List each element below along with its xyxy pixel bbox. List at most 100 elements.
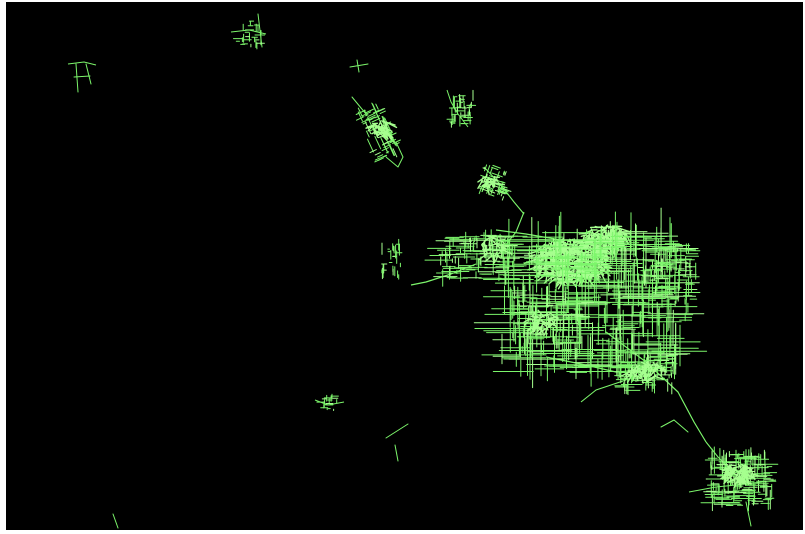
street-segment: [485, 165, 491, 176]
street-segment: [746, 474, 756, 479]
street-segment: [523, 321, 529, 326]
main-road: [385, 141, 404, 168]
street-segment: [500, 246, 506, 250]
street-segment: [382, 140, 390, 145]
city-core: [478, 236, 513, 265]
street-segment: [494, 251, 498, 257]
street-segment: [534, 314, 541, 318]
street-segment: [590, 232, 593, 238]
street-segment: [367, 138, 374, 153]
street-segment: [599, 268, 605, 276]
street-segment: [643, 375, 648, 382]
city-core: [619, 361, 668, 384]
street-segment: [493, 182, 506, 186]
street-segment: [723, 473, 726, 483]
street-segment: [642, 369, 645, 373]
street-segment: [626, 373, 633, 384]
street-segment: [540, 319, 547, 327]
street-segment: [723, 477, 731, 485]
street-segment: [75, 63, 79, 93]
street-segment: [489, 166, 493, 174]
street-segment: [73, 75, 91, 78]
street-segment: [528, 326, 535, 331]
street-segment: [641, 365, 647, 369]
street-segment: [741, 467, 748, 479]
street-segment: [377, 120, 382, 128]
street-segment: [497, 183, 501, 191]
street-segment: [501, 240, 505, 244]
street-segment: [494, 254, 499, 262]
street-segment: [362, 121, 367, 125]
street-segment: [732, 467, 740, 473]
street-segment: [541, 322, 546, 326]
street-segment: [489, 251, 493, 257]
main-road: [410, 263, 477, 286]
street-segment: [656, 363, 660, 368]
street-segment: [548, 319, 551, 325]
street-segment: [738, 464, 742, 468]
street-segment: [372, 103, 377, 113]
street-segment: [631, 371, 642, 379]
street-segment: [375, 103, 379, 110]
street-segment: [364, 108, 375, 114]
street-segment: [384, 121, 388, 126]
street-segment: [744, 471, 750, 483]
street-segment: [485, 184, 491, 188]
street-segment: [482, 180, 489, 183]
street-segment: [638, 373, 643, 379]
street-segment: [652, 365, 657, 374]
street-segment: [526, 318, 539, 322]
street-segment: [636, 376, 639, 382]
settlement-cluster: [509, 282, 594, 360]
street-segment: [601, 232, 607, 242]
street-segment: [502, 170, 505, 175]
street-segment: [378, 127, 382, 130]
street-segment: [490, 191, 496, 194]
street-segment: [632, 370, 639, 380]
street-segment: [374, 131, 381, 134]
street-segment: [361, 111, 372, 117]
street-segment: [392, 139, 401, 145]
street-segment: [745, 501, 752, 527]
street-segment: [385, 423, 409, 439]
map-canvas[interactable]: [6, 2, 803, 530]
street-segment: [488, 237, 491, 247]
street-segment: [549, 320, 556, 328]
street-segment: [483, 237, 490, 243]
street-segment: [381, 138, 389, 154]
street-segment: [491, 166, 499, 171]
street-segment: [645, 373, 652, 376]
street-segment: [533, 320, 536, 333]
street-segment: [500, 186, 505, 197]
street-segment: [738, 476, 745, 484]
street-segment: [380, 154, 387, 159]
street-segment: [541, 313, 551, 317]
street-segment: [492, 237, 497, 240]
street-segment: [501, 247, 505, 251]
street-segment: [367, 112, 376, 117]
street-segment: [539, 324, 543, 336]
street-segment: [743, 466, 747, 470]
street-segment: [365, 114, 376, 120]
city-core: [719, 461, 759, 489]
street-segment: [478, 187, 489, 192]
street-segment: [751, 472, 759, 477]
street-segment: [379, 110, 386, 114]
street-segment: [601, 229, 606, 233]
street-segment: [361, 118, 370, 123]
street-segment: [477, 179, 484, 190]
street-segment: [387, 141, 393, 145]
street-segment: [597, 229, 601, 232]
street-segment: [478, 185, 483, 195]
street-segment: [526, 326, 532, 332]
street-segment: [366, 130, 370, 138]
street-segment: [489, 242, 501, 247]
street-segment: [377, 130, 386, 136]
street-segment: [646, 376, 656, 383]
street-segment: [580, 241, 589, 244]
settlement-cluster: [424, 229, 528, 287]
street-segment: [581, 272, 586, 279]
street-segment: [384, 126, 393, 132]
street-segment: [491, 172, 503, 178]
street-segment: [633, 364, 641, 371]
